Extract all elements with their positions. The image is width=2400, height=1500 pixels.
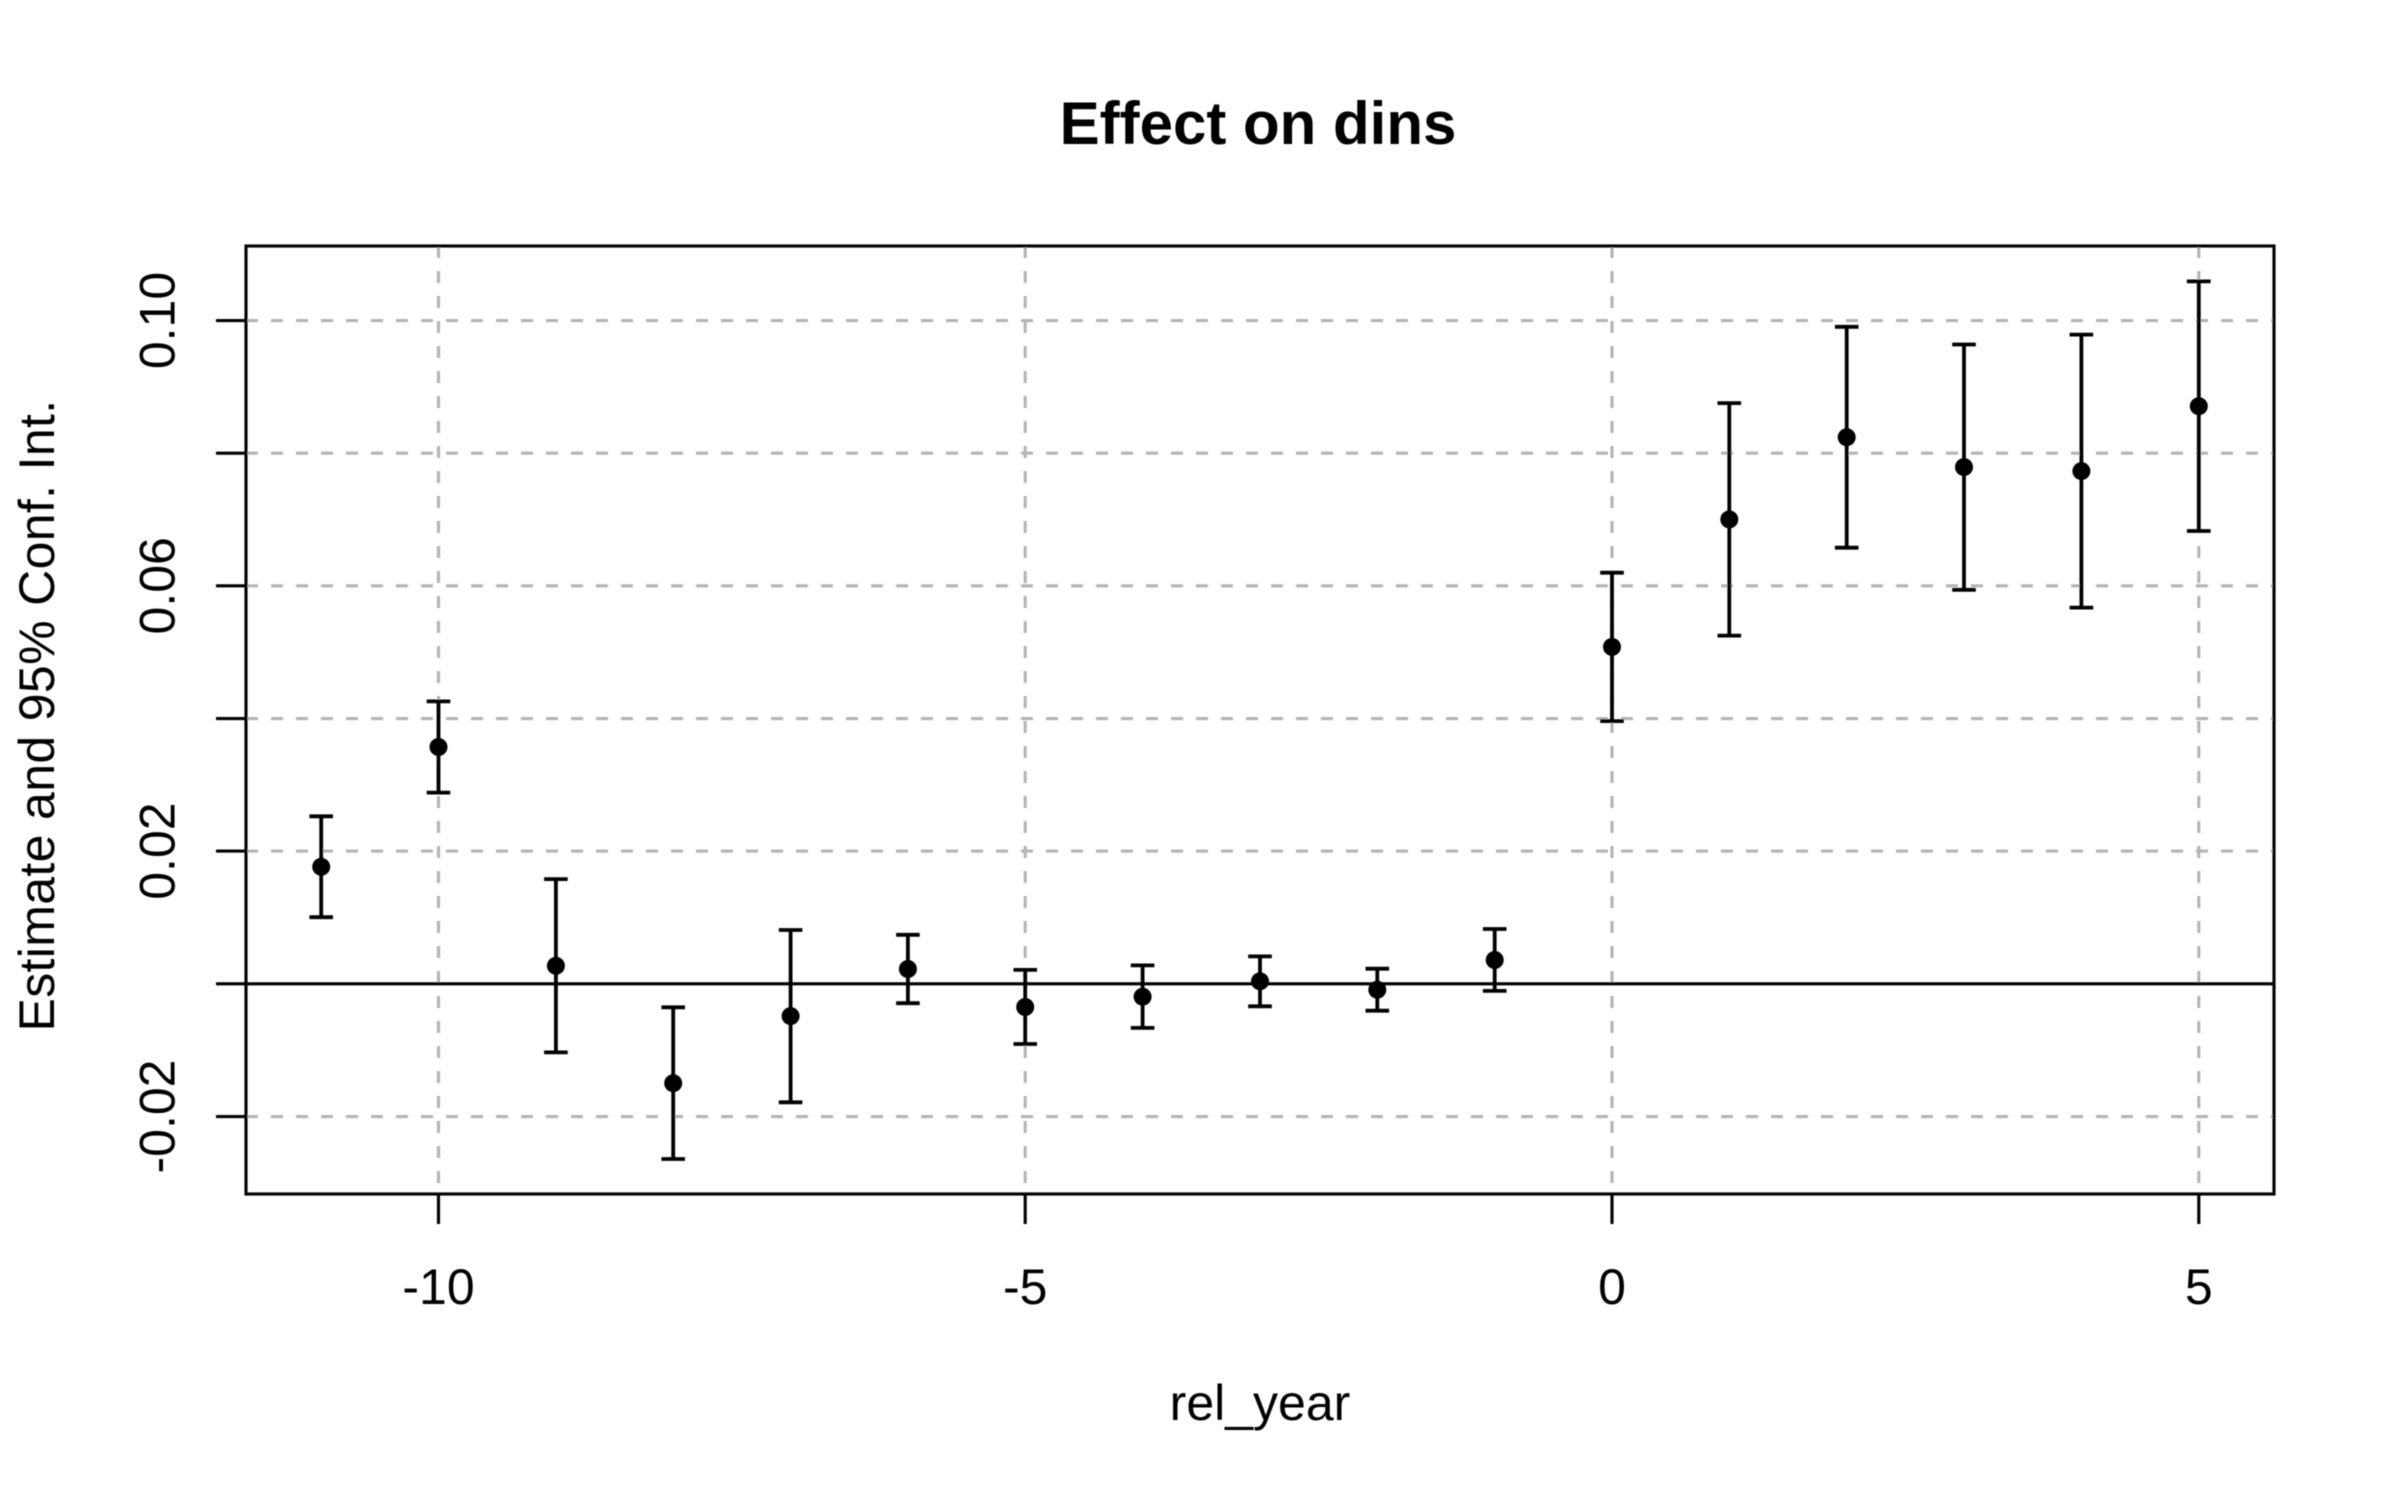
svg-text:-0.02: -0.02 [130,1060,186,1174]
svg-text:rel_year: rel_year [1170,1375,1351,1431]
svg-text:Estimate and 95% Conf. Int.: Estimate and 95% Conf. Int. [9,399,65,1031]
svg-text:0.02: 0.02 [130,802,186,899]
svg-text:0.06: 0.06 [130,537,186,634]
svg-text:Effect on dins: Effect on dins [1060,90,1457,157]
svg-text:0.10: 0.10 [130,272,186,369]
svg-text:5: 5 [2185,1259,2213,1315]
svg-text:-10: -10 [402,1259,474,1315]
svg-text:0: 0 [1598,1259,1626,1315]
svg-text:-5: -5 [1003,1259,1047,1315]
